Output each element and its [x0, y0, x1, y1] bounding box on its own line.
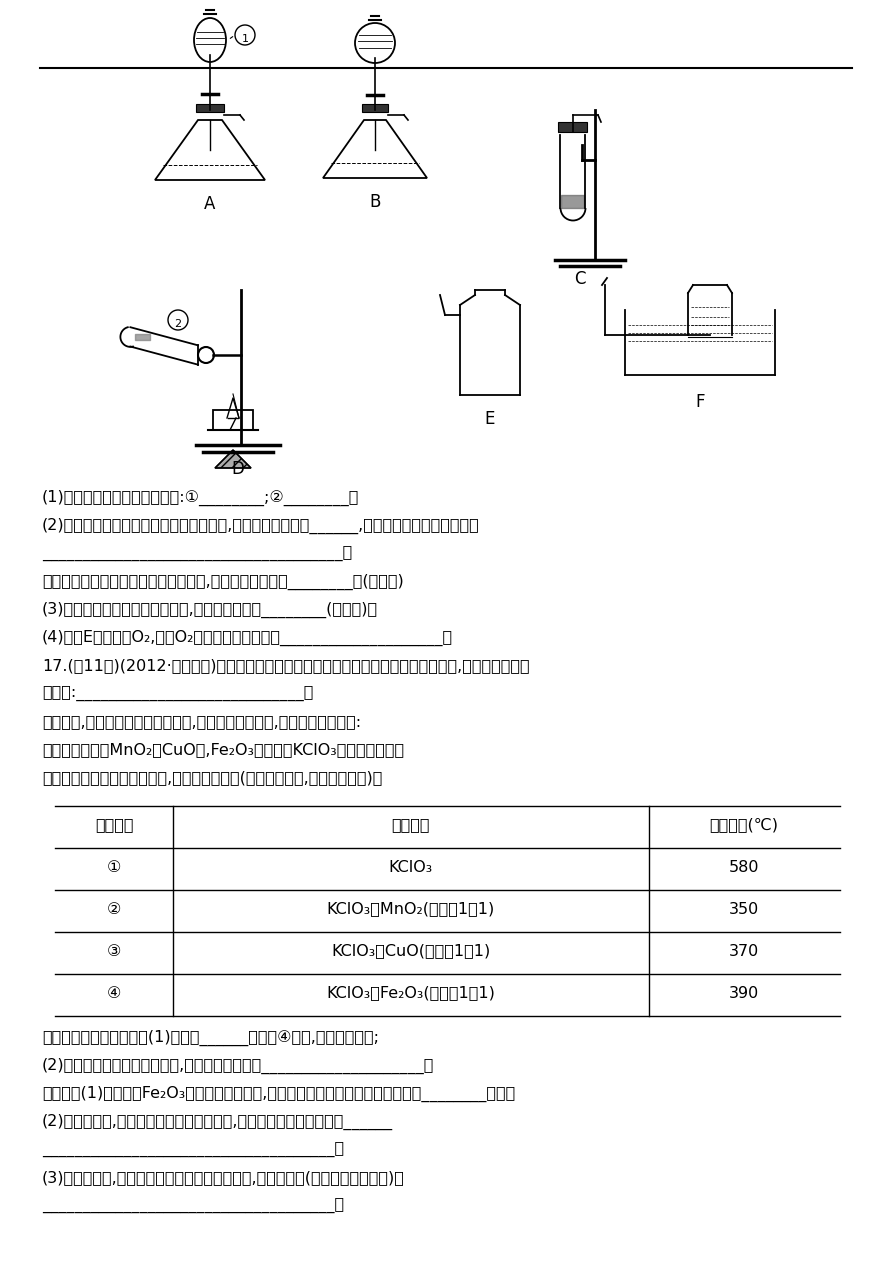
Text: 小芳发现,氯酸钔与氧化铜混合加热,也能较快产生氧气,于是进行如下探究:: 小芳发现,氯酸钔与氧化铜混合加热,也能较快产生氧气,于是进行如下探究:	[42, 714, 361, 729]
Text: (3)实验室用高镆酸钔制取氧气时,发生装置应选用________(填编号)。: (3)实验室用高镆酸钔制取氧气时,发生装置应选用________(填编号)。	[42, 602, 378, 618]
Text: 17.(１11分)(2012·安徽中考)实验室常用加热氯酸钔与二氧化锄混合物的方法制取氧气,写出反应的文字: 17.(１11分)(2012·安徽中考)实验室常用加热氯酸钔与二氧化锄混合物的方…	[42, 658, 530, 673]
Text: 【分析数据、得出结论】(1)由实验______与实验④对比,证明猜想合理;: 【分析数据、得出结论】(1)由实验______与实验④对比,证明猜想合理;	[42, 1030, 379, 1046]
Text: KClO₃、Fe₂O₃(质量比1：1): KClO₃、Fe₂O₃(质量比1：1)	[326, 986, 495, 1001]
Text: 如需随时控制生产气体的量并节约药品,发生装置最好选用________。(填编号): 如需随时控制生产气体的量并节约药品,发生装置最好选用________。(填编号)	[42, 574, 404, 591]
Text: (2)实验所用的三种金属氧化物,催化效果最好的是____________________。: (2)实验所用的三种金属氧化物,催化效果最好的是________________…	[42, 1058, 434, 1074]
Text: KClO₃、MnO₂(质量比1：1): KClO₃、MnO₂(质量比1：1)	[326, 901, 495, 916]
Text: 370: 370	[729, 944, 759, 959]
Text: D: D	[232, 461, 244, 478]
Text: ④: ④	[107, 986, 121, 1001]
Text: 分解温度(℃): 分解温度(℃)	[709, 818, 779, 833]
Text: 580: 580	[729, 859, 759, 875]
Text: ____________________________________。: ____________________________________。	[42, 1198, 344, 1213]
Text: 【反思】(1)若要证明Fe₂O₃是该反应的催化剂,还要验证它在化学反应前后的质量和________不变。: 【反思】(1)若要证明Fe₂O₃是该反应的催化剂,还要验证它在化学反应前后的质量…	[42, 1087, 516, 1102]
Text: 【完成实验】按下表进行实验,并测定分解温度(分解温度越低,催化效果越好)。: 【完成实验】按下表进行实验,并测定分解温度(分解温度越低,催化效果越好)。	[42, 770, 383, 785]
Text: ②: ②	[107, 901, 121, 916]
Text: 实验药品: 实验药品	[392, 818, 430, 833]
Text: _____________________________________；: _____________________________________；	[42, 546, 352, 562]
Bar	[362, 103, 388, 112]
Text: E: E	[485, 410, 495, 428]
Bar	[213, 410, 253, 430]
Text: 1: 1	[242, 34, 249, 44]
Text: (2)同种催化剂,颗粒大小可能影响催化效果,请设计实验方案进行验证______: (2)同种催化剂,颗粒大小可能影响催化效果,请设计实验方案进行验证______	[42, 1114, 393, 1131]
Text: 350: 350	[729, 901, 759, 916]
Text: F: F	[695, 392, 705, 411]
Polygon shape	[215, 451, 251, 468]
Text: ____________________________________。: ____________________________________。	[42, 1142, 344, 1157]
Text: KClO₃、CuO(质量比1：1): KClO₃、CuO(质量比1：1)	[331, 944, 491, 959]
Bar	[196, 103, 224, 112]
Text: (3)同种催化剂,还有哪些因素可能影响催化效果,请你再探究(探究一种因素即可)。: (3)同种催化剂,还有哪些因素可能影响催化效果,请你再探究(探究一种因素即可)。	[42, 1170, 405, 1185]
Text: 【提出猜想】除MnO₂、CuO外,Fe₂O₃也可以作KClO₃分解的催化剂。: 【提出猜想】除MnO₂、CuO外,Fe₂O₃也可以作KClO₃分解的催化剂。	[42, 742, 404, 757]
Text: 390: 390	[729, 986, 759, 1001]
Text: (1)请写出图中标号仪器的名称:①________;②________。: (1)请写出图中标号仪器的名称:①________;②________。	[42, 490, 359, 506]
Text: (4)如用E装置收集O₂,检验O₂是否收集满的方法是____________________。: (4)如用E装置收集O₂,检验O₂是否收集满的方法是______________…	[42, 630, 453, 646]
Text: KClO₃: KClO₃	[389, 859, 434, 875]
Text: 2: 2	[175, 319, 182, 329]
Text: ③: ③	[107, 944, 121, 959]
Text: 实验编号: 实验编号	[95, 818, 133, 833]
Text: (2)实验室用过氧化氢溶液制取少量氧气时,发生装置最好选用______,收集较干燥氧气的装置选用: (2)实验室用过氧化氢溶液制取少量氧气时,发生装置最好选用______,收集较干…	[42, 517, 480, 534]
Bar	[558, 122, 587, 133]
Text: ①: ①	[107, 859, 121, 875]
Text: B: B	[369, 193, 381, 211]
Text: C: C	[574, 270, 586, 288]
Text: 表达式:____________________________。: 表达式:____________________________。	[42, 687, 313, 702]
Text: A: A	[204, 196, 216, 213]
